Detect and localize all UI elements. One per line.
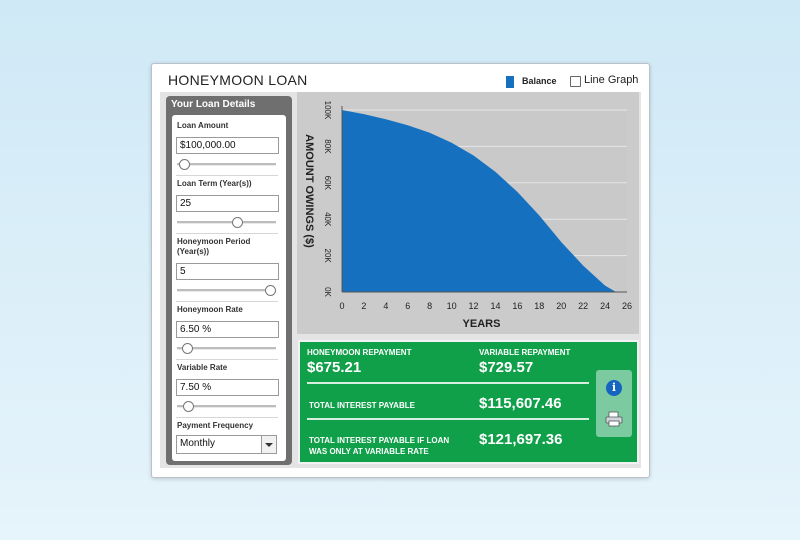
- variable-rate-slider-thumb[interactable]: [183, 401, 195, 412]
- x-tick-label: 12: [469, 301, 479, 311]
- total-interest-variable-label-line2: WAS ONLY AT VARIABLE RATE: [309, 447, 429, 456]
- payment-frequency-value: Monthly: [180, 438, 216, 449]
- balance-area: [342, 110, 617, 292]
- x-tick-label: 8: [427, 301, 432, 311]
- y-tick-label: 60K: [323, 176, 332, 191]
- variable-rate-slider[interactable]: [177, 401, 276, 412]
- line-graph-checkbox[interactable]: [570, 76, 581, 87]
- chevron-down-icon: [265, 443, 273, 447]
- y-tick-label: 40K: [323, 212, 332, 227]
- calculator-title: HONEYMOON LOAN: [168, 72, 308, 88]
- honeymoon-period-slider[interactable]: [177, 285, 277, 296]
- y-tick-label: 100K: [323, 101, 332, 120]
- divider: [176, 175, 278, 176]
- honeymoon-rate-slider-thumb[interactable]: [182, 343, 194, 354]
- honeymoon-rate-label: Honeymoon Rate: [177, 305, 243, 314]
- y-tick-label: 20K: [323, 248, 332, 263]
- info-icon[interactable]: i: [606, 380, 622, 396]
- honeymoon-period-slider-thumb[interactable]: [265, 285, 277, 296]
- x-tick-label: 22: [578, 301, 588, 311]
- y-axis-label: AMOUNT OWINGS ($): [303, 134, 315, 248]
- loan-term-label: Loan Term (Year(s)): [177, 179, 252, 188]
- payment-frequency-select[interactable]: Monthly: [176, 435, 277, 454]
- print-icon[interactable]: [605, 411, 623, 427]
- loan-details-title: Your Loan Details: [171, 99, 256, 110]
- y-tick-label: 0K: [323, 287, 332, 297]
- loan-term-input[interactable]: 25: [176, 195, 279, 212]
- variable-rate-input[interactable]: 7.50 %: [176, 379, 279, 396]
- divider: [307, 382, 589, 384]
- calculator-body: Your Loan Details Loan Amount $100,000.0…: [160, 92, 641, 468]
- x-tick-label: 0: [339, 301, 344, 311]
- action-buttons: i: [596, 370, 632, 437]
- balance-chart: 0 2 4 6 8 10 12 14 16 18 20 22 24 26 0K 20K 40K 60K 80K 100…: [297, 92, 639, 334]
- line-graph-label[interactable]: Line Graph: [584, 74, 639, 86]
- honeymoon-period-input[interactable]: 5: [176, 263, 279, 280]
- balance-legend-swatch: [506, 76, 514, 88]
- x-axis-label: YEARS: [463, 318, 501, 330]
- honeymoon-period-label: Honeymoon Period (Year(s)): [177, 237, 251, 256]
- balance-legend-label: Balance: [522, 76, 557, 86]
- loan-term-slider-thumb[interactable]: [231, 217, 243, 228]
- divider: [176, 233, 278, 234]
- loan-amount-slider-thumb[interactable]: [178, 159, 190, 170]
- x-tick-label: 4: [383, 301, 388, 311]
- divider: [307, 418, 589, 420]
- total-interest-variable-value: $121,697.36: [479, 431, 563, 448]
- loan-amount-label: Loan Amount: [177, 121, 229, 130]
- dropdown-button[interactable]: [261, 436, 276, 453]
- honeymoon-repayment-value: $675.21: [307, 359, 362, 376]
- x-tick-label: 16: [512, 301, 522, 311]
- x-tick-label: 2: [361, 301, 366, 311]
- total-interest-variable-label-line1: TOTAL INTEREST PAYABLE IF LOAN: [309, 436, 450, 445]
- x-tick-label: 24: [600, 301, 610, 311]
- x-tick-label: 18: [534, 301, 544, 311]
- y-tick-label: 80K: [323, 139, 332, 154]
- results-panel: HONEYMOON REPAYMENT $675.21 VARIABLE REP…: [298, 340, 639, 464]
- x-tick-label: 26: [622, 301, 632, 311]
- divider: [176, 301, 278, 302]
- divider: [176, 359, 278, 360]
- honeymoon-loan-calculator: HONEYMOON LOAN Balance Line Graph Your L…: [151, 63, 650, 478]
- payment-frequency-label: Payment Frequency: [177, 421, 254, 430]
- honeymoon-rate-slider[interactable]: [177, 343, 276, 354]
- total-interest-label: TOTAL INTEREST PAYABLE: [309, 401, 415, 410]
- x-tick-label: 6: [405, 301, 410, 311]
- x-tick-label: 14: [490, 301, 500, 311]
- x-tick-label: 10: [447, 301, 457, 311]
- loan-amount-input[interactable]: $100,000.00: [176, 137, 279, 154]
- x-tick-label: 20: [556, 301, 566, 311]
- total-interest-value: $115,607.46: [479, 395, 562, 412]
- loan-term-slider[interactable]: [177, 217, 276, 228]
- divider: [176, 417, 278, 418]
- loan-details-panel: Your Loan Details Loan Amount $100,000.0…: [166, 96, 292, 465]
- balance-chart-svg: 0 2 4 6 8 10 12 14 16 18 20 22 24 260K20K40K60K80K100…: [303, 101, 632, 330]
- loan-amount-slider[interactable]: [177, 159, 276, 170]
- variable-repayment-value: $729.57: [479, 359, 534, 376]
- honeymoon-repayment-label: HONEYMOON REPAYMENT: [307, 348, 412, 357]
- variable-rate-label: Variable Rate: [177, 363, 228, 372]
- honeymoon-rate-input[interactable]: 6.50 %: [176, 321, 279, 338]
- variable-repayment-label: VARIABLE REPAYMENT: [479, 348, 571, 357]
- loan-details-form: Loan Amount $100,000.00 Loan Term (Year(…: [172, 115, 286, 461]
